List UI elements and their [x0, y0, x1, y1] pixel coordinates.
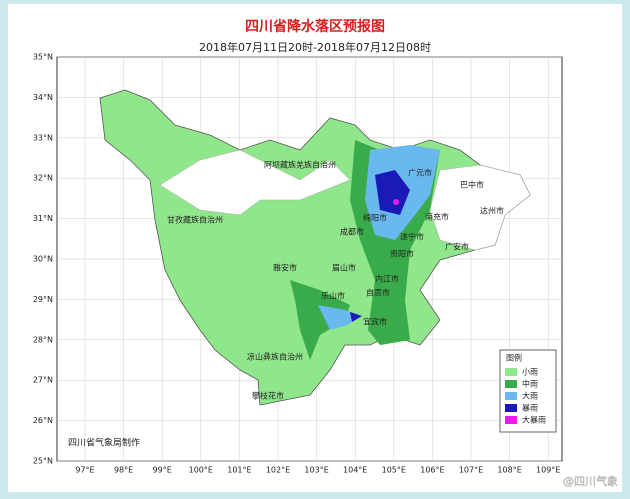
lon-label: 105°E — [382, 466, 406, 475]
legend-label: 中雨 — [522, 379, 538, 389]
place-label: 眉山市 — [332, 263, 356, 273]
place-label: 内江市 — [375, 274, 399, 284]
place-label: 阿坝藏族羌族自治州 — [264, 160, 336, 170]
title: 四川省降水落区预报图 — [245, 18, 385, 35]
place-label: 乐山市 — [321, 291, 345, 301]
lat-label: 26°N — [33, 416, 53, 425]
lat-label: 29°N — [33, 295, 53, 304]
place-label: 资阳市 — [390, 249, 414, 259]
lon-label: 103°E — [304, 466, 328, 475]
moderate-rain-south — [290, 280, 350, 360]
legend-swatch — [505, 368, 517, 376]
lon-label: 104°E — [343, 466, 367, 475]
legend-swatch — [505, 416, 517, 424]
legend-label: 暴雨 — [522, 404, 538, 413]
lat-label: 31°N — [33, 214, 53, 223]
dry-area-east — [429, 164, 531, 251]
lon-label: 99°E — [153, 466, 172, 475]
heavy-rain-south — [318, 305, 360, 330]
lat-label: 25°N — [33, 457, 53, 466]
lat-label: 28°N — [33, 335, 53, 344]
place-label: 南充市 — [425, 212, 449, 222]
place-label: 甘孜藏族自治州 — [167, 215, 223, 225]
place-label: 成都市 — [340, 227, 364, 237]
lon-label: 98°E — [114, 466, 133, 475]
lat-label: 27°N — [33, 376, 53, 385]
dry-area — [159, 149, 351, 216]
lon-label: 102°E — [266, 466, 290, 475]
lon-label: 106°E — [420, 466, 444, 475]
place-label: 广安市 — [445, 242, 469, 252]
place-label: 凉山彝族自治州 — [247, 352, 303, 362]
rainstorm — [375, 170, 410, 215]
lon-label: 107°E — [459, 466, 483, 475]
place-label: 攀枝花市 — [252, 391, 284, 401]
place-label: 达州市 — [480, 206, 504, 216]
rainstorm-south — [350, 312, 362, 322]
lon-label: 108°E — [497, 466, 521, 475]
legend-swatch — [505, 392, 517, 400]
watermark: @四川气象 — [563, 474, 618, 488]
legend-label: 大雨 — [522, 391, 538, 401]
place-label: 雅安市 — [273, 263, 297, 273]
lat-label: 30°N — [33, 255, 53, 264]
place-label: 宜宾市 — [363, 317, 387, 327]
lon-label: 100°E — [189, 466, 213, 475]
lon-label: 101°E — [227, 466, 251, 475]
legend-title: 图例 — [506, 353, 522, 363]
place-label: 绵阳市 — [363, 213, 387, 223]
subtitle: 2018年07月11日20时-2018年07月12日08时 — [199, 40, 431, 54]
place-label: 自贡市 — [366, 288, 390, 298]
place-label: 广元市 — [408, 168, 432, 178]
lon-label: 97°E — [75, 466, 94, 475]
legend-label: 大暴雨 — [522, 415, 546, 425]
place-label: 巴中市 — [460, 180, 484, 190]
lat-label: 34°N — [33, 93, 53, 102]
lat-label: 32°N — [33, 174, 53, 183]
place-label: 遂宁市 — [400, 232, 424, 242]
heavy-rainstorm — [393, 199, 399, 205]
credit: 四川省气象局制作 — [68, 437, 140, 449]
lon-label: 109°E — [536, 466, 560, 475]
lat-label: 33°N — [33, 133, 53, 142]
lat-label: 35°N — [33, 53, 53, 62]
legend-swatch — [505, 404, 517, 412]
legend-swatch — [505, 380, 517, 388]
legend-label: 小雨 — [522, 368, 538, 377]
